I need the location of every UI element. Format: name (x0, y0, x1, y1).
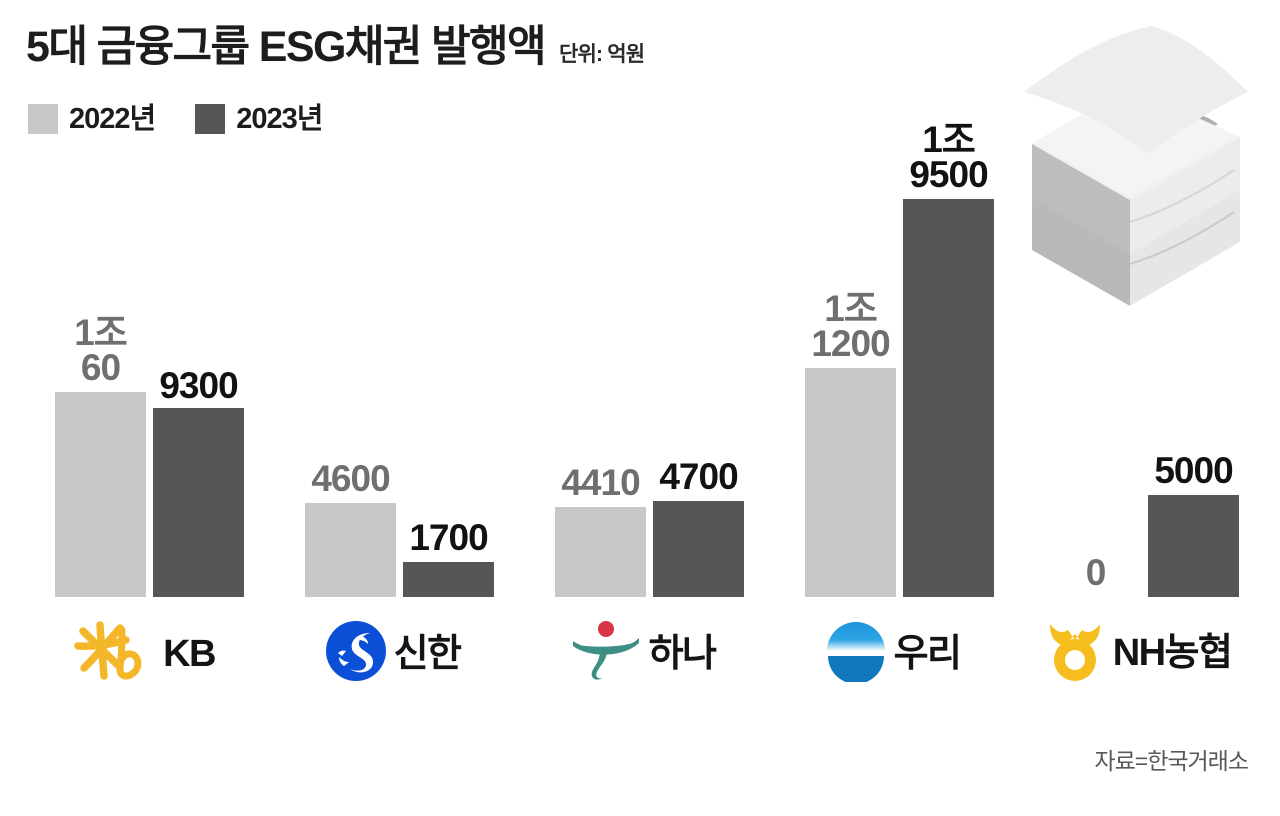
legend-label-2022: 2022년 (69, 102, 156, 135)
bar-value-nh-2022: 0 (1085, 552, 1107, 594)
woori-logo-icon (826, 622, 885, 684)
kb-logo-icon (74, 621, 142, 680)
bar-woori-2022[interactable] (805, 368, 896, 597)
bar-value-kb-2022-top: 1조 (74, 312, 128, 354)
category-label-nh: NH농협 (1112, 631, 1233, 674)
category-label-kb: KB (163, 632, 216, 675)
legend: 2022년 2023년 (28, 104, 362, 134)
bar-value-kb-2022: 1조 60 (74, 312, 128, 389)
bar-group-nh: 0 5000 (1025, 0, 1250, 816)
bar-value-shinhan-2022-bottom: 4600 (311, 458, 390, 500)
bar-value-woori-2023: 1조 9500 (909, 119, 988, 196)
legend-item-2023: 2023년 (195, 102, 323, 135)
category-label-hana: 하나 (648, 632, 717, 675)
unit-note: 단위: 억원 (558, 43, 645, 66)
bar-pair-kb: 1조 60 9300 (30, 177, 255, 597)
bar-pair-shinhan: 4600 1700 (280, 177, 505, 597)
bar-pair-nh: 0 5000 (1025, 177, 1250, 597)
legend-item-2022: 2022년 (28, 102, 156, 135)
kb-logo (70, 620, 156, 687)
bar-value-kb-2022-bottom: 60 (80, 347, 121, 389)
bar-value-hana-2022-bottom: 4410 (561, 462, 640, 504)
legend-label-2023: 2023년 (236, 102, 323, 135)
bar-hana-2023[interactable] (653, 501, 744, 597)
bar-kb-2023[interactable] (153, 408, 244, 597)
source-note: 자료=한국거래소 (1094, 748, 1249, 774)
legend-swatch-2023 (195, 104, 226, 134)
shinhan-logo (325, 620, 387, 687)
nh-logo (1044, 618, 1106, 687)
category-nh: NH농협 (1025, 618, 1250, 687)
bar-pair-hana: 4410 4700 (530, 177, 755, 597)
hana-logo-icon (572, 621, 639, 680)
bar-value-kb-2023: 9300 (159, 365, 238, 407)
bar-value-woori-2022: 1조 1200 (811, 288, 890, 365)
bar-pair-woori: 1조 1200 1조 9500 (780, 122, 1005, 597)
bar-group-kb: 1조 60 9300 (30, 0, 255, 816)
woori-logo (825, 620, 887, 687)
bar-shinhan-2022[interactable] (305, 503, 396, 597)
bar-value-shinhan-2023: 1700 (409, 517, 488, 559)
category-kb: KB (30, 620, 255, 687)
category-woori: 우리 (780, 620, 1005, 687)
bar-group-hana: 4410 4700 (530, 0, 755, 816)
bar-value-hana-2023-bottom: 4700 (659, 456, 738, 498)
bar-value-hana-2023: 4700 (659, 456, 738, 498)
category-label-woori: 우리 (893, 632, 962, 675)
header: 5대 금융그룹 ESG채권 발행액 단위: 억원 (26, 23, 645, 71)
bar-value-woori-2022-bottom: 1200 (811, 323, 890, 365)
bar-value-kb-2023-bottom: 9300 (159, 365, 238, 407)
bar-woori-2023[interactable] (903, 199, 994, 597)
bar-value-shinhan-2022: 4600 (311, 458, 390, 500)
shinhan-logo-icon (325, 621, 386, 681)
bar-value-nh-2023: 5000 (1154, 450, 1233, 492)
bar-value-hana-2022: 4410 (561, 462, 640, 504)
bar-value-nh-2022-bottom: 0 (1085, 552, 1107, 594)
bar-value-woori-2022-top: 1조 (824, 288, 878, 330)
hana-logo (570, 620, 642, 687)
bar-value-woori-2023-top: 1조 (922, 119, 976, 161)
bar-value-nh-2023-bottom: 5000 (1154, 450, 1233, 492)
bar-value-shinhan-2023-bottom: 1700 (409, 517, 488, 559)
bar-group-woori: 1조 1200 1조 9500 (780, 0, 1005, 816)
bar-value-woori-2023-bottom: 9500 (909, 154, 988, 196)
paper-stack-icon (1024, 26, 1248, 306)
paper-stack-illustration (1012, 14, 1262, 319)
bar-group-shinhan: 4600 1700 (280, 0, 505, 816)
page-title: 5대 금융그룹 ESG채권 발행액 (26, 23, 547, 71)
category-shinhan: 신한 (280, 620, 505, 687)
bar-shinhan-2023[interactable] (403, 562, 494, 597)
category-hana: 하나 (530, 620, 755, 687)
bar-hana-2022[interactable] (555, 507, 646, 597)
legend-swatch-2022 (28, 104, 58, 134)
bar-nh-2023[interactable] (1148, 495, 1239, 597)
bar-kb-2022[interactable] (55, 392, 146, 597)
nh-logo-icon (1049, 624, 1100, 681)
category-label-shinhan: 신한 (393, 632, 462, 675)
